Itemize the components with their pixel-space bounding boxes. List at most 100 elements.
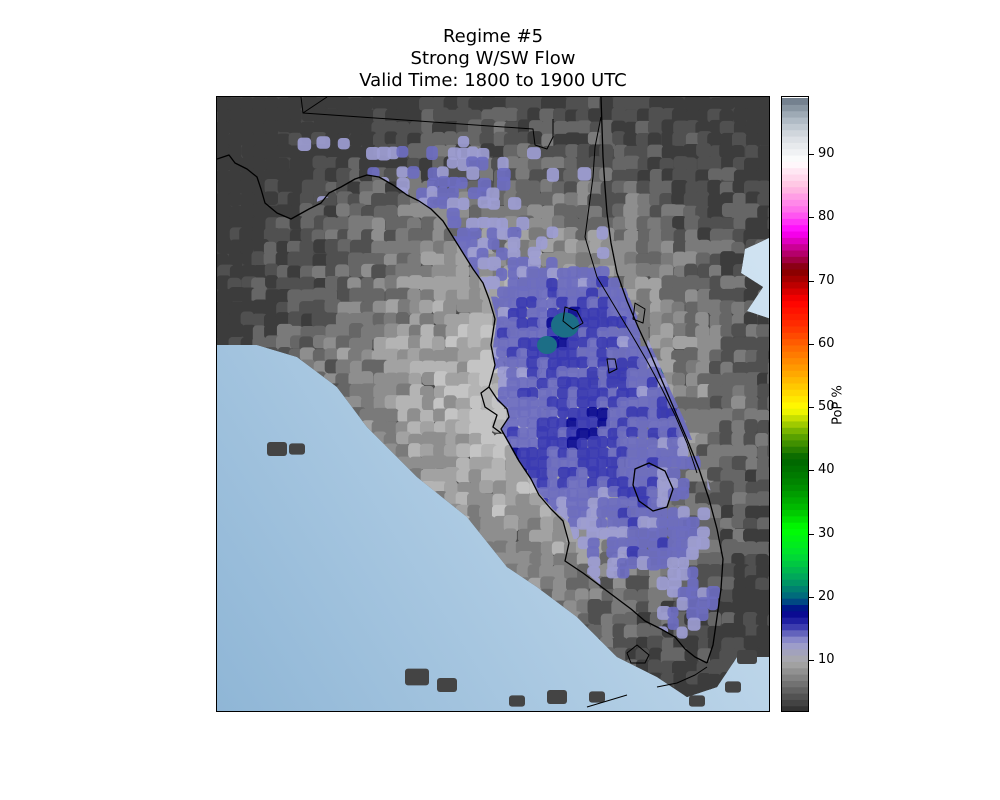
gray-cell [552, 97, 567, 110]
gray-cell [492, 493, 506, 509]
colorbar-band [782, 319, 808, 327]
gray-cell [384, 323, 401, 340]
gray-cell [445, 336, 461, 350]
gray-cell [456, 457, 471, 473]
gray-cell [731, 515, 747, 529]
blue-cell [516, 367, 528, 380]
gray-cell [301, 179, 318, 196]
colorbar-band [782, 135, 808, 143]
coastline [217, 97, 724, 708]
gray-cell [756, 324, 769, 338]
blue-cell [447, 186, 459, 200]
blue-cell [596, 266, 610, 278]
gray-cell [252, 265, 269, 280]
colorbar-band [782, 610, 808, 618]
colorbar-tick-mark [809, 343, 814, 345]
gray-cell [575, 588, 589, 603]
gray-cell [217, 240, 233, 254]
gray-cell [709, 395, 725, 410]
gray-cell [757, 383, 769, 398]
gray-cell [491, 107, 508, 122]
gray-cell [612, 131, 626, 145]
gray-cell [384, 408, 400, 422]
gray-cell [408, 395, 426, 412]
blue-cell [576, 396, 590, 408]
gray-cell [217, 253, 230, 268]
gray-cell [672, 204, 687, 219]
blue-cell [636, 536, 649, 550]
colorbar-tick-mark [809, 470, 814, 472]
gray-cell [503, 144, 520, 159]
gray-cell [599, 167, 613, 182]
gray-cell [395, 263, 411, 281]
blue-cell [667, 616, 679, 630]
gray-cell [660, 323, 674, 340]
blue-cell [636, 357, 649, 369]
gray-cell [516, 481, 530, 496]
colorbar-band [782, 680, 808, 688]
blue-cell [577, 536, 590, 550]
blue-cell [527, 437, 540, 450]
blue-cell [516, 297, 528, 309]
gray-cell [528, 541, 543, 556]
gray-cell [469, 312, 485, 328]
blue-cell [507, 226, 522, 240]
gray-cell [721, 155, 735, 171]
blue-cell [566, 347, 578, 361]
gray-cell [599, 119, 615, 136]
gray-cell [419, 348, 434, 363]
gray-cell [599, 600, 615, 618]
gray-cell [505, 97, 519, 110]
gray-cell [685, 469, 701, 484]
gray-cell [300, 216, 315, 231]
gray-cell [395, 312, 409, 327]
gray-cell [433, 371, 449, 388]
colorbar-band [782, 585, 808, 593]
gray-cell [457, 312, 472, 327]
gray-cell [731, 395, 747, 410]
blue-cell [627, 327, 641, 341]
blue-cell [596, 407, 610, 422]
gray-cell [599, 576, 615, 591]
gray-cell [407, 253, 422, 269]
colorbar-band [782, 427, 808, 435]
blue-cell [646, 437, 658, 449]
blue-cell [576, 296, 590, 310]
blue-cell [636, 486, 648, 499]
blue-cell [547, 377, 559, 390]
colorbar-band [782, 414, 808, 422]
gray-cell [671, 647, 688, 664]
gray-cell [707, 432, 723, 447]
blue-cell [516, 347, 529, 360]
gray-cell [697, 348, 711, 365]
blue-cell [667, 557, 680, 570]
blue-cell [677, 506, 690, 520]
blue-cell [636, 437, 649, 450]
blue-cell [586, 287, 599, 299]
blue-cell [506, 326, 519, 339]
colorbar-band [782, 648, 808, 656]
blue-cell [427, 167, 440, 181]
gray-cell [359, 336, 373, 352]
colorbar-band [782, 281, 808, 289]
gray-cell [721, 217, 738, 232]
gray-cell [481, 397, 495, 413]
colorbar-tick-mark [809, 597, 814, 599]
colorbar-band [782, 148, 808, 156]
gray-cell [360, 277, 375, 292]
colorbar-band [782, 332, 808, 340]
blue-cell [587, 566, 601, 578]
colorbar-band [782, 591, 808, 599]
blue-cell [647, 466, 660, 479]
gray-cell [731, 553, 745, 567]
gray-cell [719, 576, 736, 590]
gray-cell [733, 349, 749, 366]
gray-cell [709, 659, 726, 675]
gray-cell [445, 372, 460, 387]
gray-cell [433, 324, 449, 339]
colorbar-band [782, 382, 808, 390]
gray-cell [743, 635, 761, 651]
offshore-patch [289, 443, 305, 455]
blue-cell [626, 376, 638, 390]
colorbar-band [782, 192, 808, 200]
